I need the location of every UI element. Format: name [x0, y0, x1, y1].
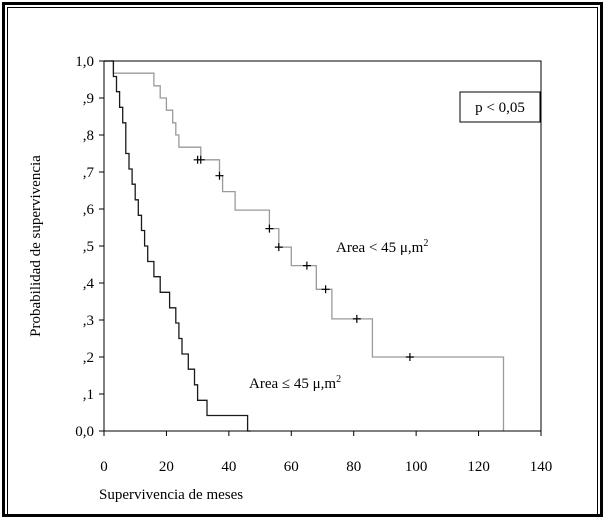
censor-mark [275, 243, 283, 251]
y-tick-label: ,6 [83, 202, 95, 218]
x-tick-label: 140 [530, 459, 553, 475]
y-tick-label: ,1 [83, 387, 94, 403]
x-tick-label: 100 [405, 459, 428, 475]
y-tick-label: ,4 [83, 276, 95, 292]
x-tick-label: 120 [467, 459, 490, 475]
series-label-area-le-45-sup: 2 [336, 374, 341, 385]
x-tick-label: 80 [346, 459, 361, 475]
series-label-area-le-45-text: Area ≤ 45 μ,m [249, 376, 336, 392]
x-axis-title: Supervivencia de meses [99, 487, 243, 503]
censor-mark [265, 225, 273, 233]
y-tick-label: ,7 [83, 165, 95, 181]
y-tick-label: ,5 [83, 239, 94, 255]
x-tick-label: 0 [100, 459, 108, 475]
censor-mark [322, 285, 330, 293]
y-tick-label: ,3 [83, 313, 94, 329]
y-tick-label: ,9 [83, 91, 94, 107]
series-label-area-lt-45: Area < 45 μ,m2 [336, 238, 428, 256]
censor-mark [303, 262, 311, 270]
series-label-area-lt-45-text: Area < 45 μ,m [336, 240, 424, 256]
censor-mark [406, 353, 414, 361]
series-label-area-lt-45-sup: 2 [423, 238, 428, 249]
y-tick-label: 0,0 [75, 424, 94, 440]
p-value-annotation: p < 0,05 [475, 100, 525, 116]
x-tick-label: 60 [284, 459, 299, 475]
series-label-area-le-45: Area ≤ 45 μ,m2 [249, 374, 341, 392]
y-tick-label: ,2 [83, 350, 94, 366]
y-tick-label: 1,0 [75, 54, 94, 70]
x-tick-label: 20 [159, 459, 174, 475]
censor-mark [353, 315, 361, 323]
y-tick-label: ,8 [83, 128, 94, 144]
x-tick-label: 40 [221, 459, 236, 475]
y-axis-title: Probabilidad de supervivencia [28, 155, 44, 337]
survival-curve-series-1 [104, 61, 251, 431]
